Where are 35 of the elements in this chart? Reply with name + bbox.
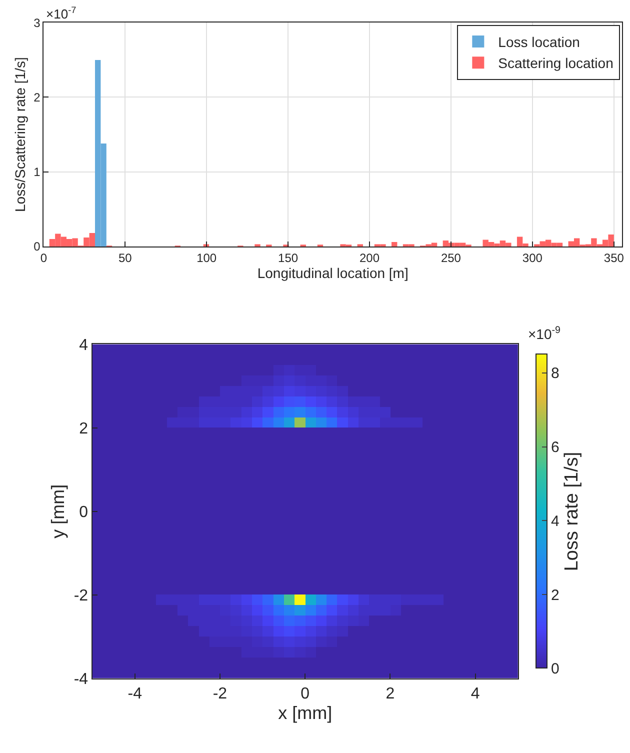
x-tick-label: -2: [212, 686, 228, 703]
y-tick-label: 0: [34, 240, 41, 254]
text: ×10$^{-9}$: [528, 325, 560, 342]
y-axis-title: Loss/Scattering rate [1/s]: [12, 57, 28, 212]
y-tick-label: 3: [34, 16, 41, 30]
y-tick-label: 2: [79, 420, 88, 438]
color-bar-label: 2: [551, 586, 560, 604]
y-tick-label: -4: [74, 671, 88, 688]
x-tick-label: 4: [470, 686, 480, 703]
color-bar-label: 8: [551, 365, 560, 382]
color-bar-label: 4: [551, 512, 560, 530]
x-axis-title: x [mm]: [278, 702, 332, 723]
x-tick-label: 0: [300, 686, 310, 703]
x-tick-label: -4: [128, 686, 142, 703]
x-tick-label: 2: [386, 686, 395, 703]
x-axis-title: Longitudinal location [m]: [257, 265, 408, 282]
color-bar-title: Loss rate [1/s]: [561, 452, 582, 572]
y-tick-label: 1: [34, 165, 41, 180]
y-axis-title: y [mm]: [48, 484, 68, 538]
x-tick-label: 250: [440, 250, 462, 265]
x-tick-label: 100: [196, 250, 217, 265]
x-tick-label: 150: [278, 250, 298, 265]
x-tick-label: 300: [522, 250, 543, 265]
color-bar-label: 6: [551, 439, 560, 456]
y-tick-label: 4: [79, 336, 88, 354]
x-tick-label: 350: [604, 250, 624, 265]
text: ×10$^{-7}$: [46, 5, 76, 22]
x-tick-label: 200: [360, 250, 380, 265]
y-tick-label: -2: [74, 588, 88, 605]
y-tick-label: 2: [34, 90, 41, 104]
color-bar-label: 0: [551, 660, 560, 678]
x-tick-label: 50: [118, 250, 132, 265]
legend-label: Scattering location: [498, 55, 614, 72]
legend-label: Loss location: [498, 34, 580, 50]
y-tick-label: 0: [79, 504, 88, 521]
